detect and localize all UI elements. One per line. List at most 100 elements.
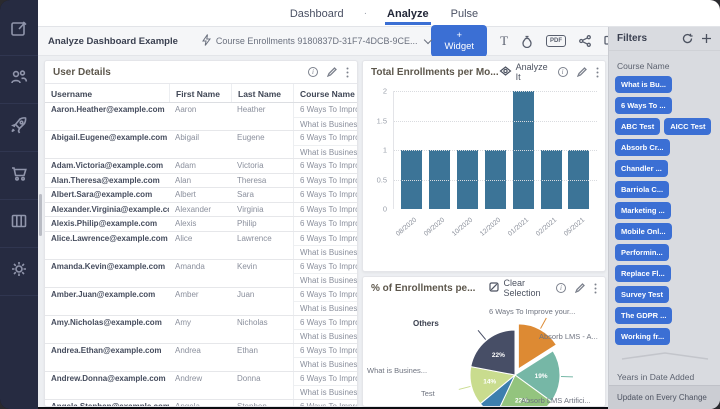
sidebar-item-users[interactable] xyxy=(0,56,38,104)
table-cell: Lawrence xyxy=(237,233,272,243)
table-cell: Adam.Victoria@example.com xyxy=(51,161,164,170)
analyze-it-button[interactable]: Analyze It xyxy=(499,62,548,82)
gridline xyxy=(394,91,597,92)
table-row[interactable]: Alan.Theresa@example.com Alan Theresa 6 Way… xyxy=(45,173,357,188)
info-icon[interactable]: i xyxy=(556,283,566,293)
filter-chip[interactable]: Mobile Onl... xyxy=(615,223,672,240)
table-row[interactable]: Amber.Juan@example.com Amber Juan 6 Ways To… xyxy=(45,287,357,316)
filter-chip[interactable]: What is Bu... xyxy=(615,76,672,93)
pie-label-6ways: 6 Ways To Improve your... xyxy=(489,307,576,316)
filter-chip[interactable]: Replace Fl... xyxy=(615,265,671,282)
table-cell: Stephen xyxy=(237,401,267,407)
filter-chip[interactable]: ABC Test xyxy=(615,118,661,135)
update-mode-label: Update on Every Change xyxy=(617,393,707,402)
course-line: What is Business I xyxy=(294,245,357,259)
course-cell: 6 Ways To Improv What is Business I xyxy=(293,259,357,287)
edit-pencil-icon[interactable] xyxy=(576,67,587,77)
filters-footer[interactable]: Update on Every Change xyxy=(609,385,720,409)
filter-chip[interactable]: Performin... xyxy=(615,244,669,261)
edit-pencil-icon[interactable] xyxy=(327,67,337,77)
column-header-course-name[interactable]: Course Name xyxy=(293,84,357,102)
kebab-menu-icon[interactable] xyxy=(594,283,597,294)
pct-enrollments-widget: % of Enrollments pe... Clear Selection i… xyxy=(362,276,606,407)
table-row[interactable]: Abigail.Eugene@example.com Abigail Eugene 6… xyxy=(45,131,357,159)
sidebar-item-reports[interactable] xyxy=(0,200,38,248)
add-widget-button[interactable]: + Widget xyxy=(431,25,488,57)
info-icon[interactable]: i xyxy=(557,67,568,77)
sidebar-item-rocket[interactable] xyxy=(0,104,38,152)
filter-chip[interactable]: Survey Test xyxy=(615,286,669,303)
share-icon[interactable] xyxy=(579,35,591,47)
pie-chart[interactable]: 19% 22% 14% 22% xyxy=(363,297,606,407)
table-row[interactable]: Alice.Lawrence@example.com Alice Lawrence 6… xyxy=(45,231,357,260)
info-icon[interactable]: i xyxy=(308,67,318,77)
table-row[interactable]: Aaron.Heather@example.com Aaron Heather 6 W… xyxy=(45,103,357,131)
column-header-username[interactable]: Username xyxy=(51,89,93,99)
table-cell: Angela.Stephen@example.com xyxy=(51,401,169,407)
table-row[interactable]: Albert.Sara@example.com Albert Sara 6 Ways … xyxy=(45,188,357,203)
ink-icon[interactable] xyxy=(521,35,533,48)
course-line: What is Business I xyxy=(294,116,357,131)
pie-slice[interactable] xyxy=(514,350,561,403)
filter-chip[interactable]: AICC Test xyxy=(664,118,712,135)
filter-chip[interactable]: Marketing ... xyxy=(615,202,671,219)
table-row[interactable]: Angela.Stephen@example.com Angela Stephen 6… xyxy=(45,399,357,407)
pie-slice[interactable] xyxy=(470,329,516,376)
pie-slice[interactable] xyxy=(496,374,553,407)
table-row[interactable]: Adam.Victoria@example.com Adam Victoria 6 W… xyxy=(45,159,357,174)
clear-selection-button[interactable]: Clear Selection xyxy=(489,278,546,298)
y-tick-label: 1.5 xyxy=(376,116,387,125)
tab-dashboard[interactable]: Dashboard xyxy=(289,7,344,20)
course-line: What is Business I xyxy=(294,385,357,399)
refresh-icon[interactable] xyxy=(682,33,693,44)
table-row[interactable]: Andrea.Ethan@example.com Andrea Ethan 6 Way… xyxy=(45,343,357,372)
filter-chip[interactable]: Chandler ... xyxy=(615,160,668,177)
sidebar-item-settings[interactable] xyxy=(0,248,38,296)
kebab-menu-icon[interactable] xyxy=(346,67,349,78)
filter-chip[interactable]: Barriola C... xyxy=(615,181,670,198)
analyze-it-icon xyxy=(499,66,512,78)
filter-chip[interactable]: Absorb Cr... xyxy=(615,139,670,156)
sidebar-item-compose[interactable] xyxy=(0,8,38,56)
pie-slice[interactable] xyxy=(517,323,558,370)
tab-pulse[interactable]: Pulse xyxy=(450,7,479,20)
column-header-last-name[interactable]: Last Name xyxy=(231,84,293,102)
pdf-export-icon[interactable]: PDF xyxy=(546,35,567,47)
nav-tabs: Dashboard · Analyze Pulse xyxy=(288,2,480,25)
table-row[interactable]: Alexander.Virginia@example.com Alexander V… xyxy=(45,202,357,217)
sidebar-item-cart[interactable] xyxy=(0,152,38,200)
filters-header: Filters xyxy=(609,27,720,51)
filter-chip[interactable]: 6 Ways To ... xyxy=(615,97,672,114)
course-cell: 6 Ways To Improv xyxy=(293,202,357,216)
tab-separator-dot: · xyxy=(363,7,368,19)
table-row[interactable]: Alexis.Philip@example.com Alexis Philip 6 W… xyxy=(45,217,357,232)
table-row[interactable]: Amanda.Kevin@example.com Amanda Kevin 6 Way… xyxy=(45,259,357,288)
gridline xyxy=(394,179,597,181)
text-tool-icon[interactable]: T xyxy=(500,33,509,48)
table-cell: Alice xyxy=(175,233,193,243)
table-row[interactable]: Amy.Nicholas@example.com Amy Nicholas 6 Way… xyxy=(45,315,357,344)
table-cell: Alexis.Philip@example.com xyxy=(51,219,158,228)
add-filter-icon[interactable] xyxy=(701,33,712,44)
pie-label-test: Test xyxy=(421,389,435,398)
kebab-menu-icon[interactable] xyxy=(596,67,599,78)
filter-chip[interactable]: The GDPR ... xyxy=(615,307,673,324)
course-cell: 6 Ways To Improv xyxy=(293,188,357,202)
edit-pencil-icon[interactable] xyxy=(575,283,585,293)
table-cell: Albert.Sara@example.com xyxy=(51,190,153,199)
column-header-first-name[interactable]: First Name xyxy=(169,84,231,102)
tab-analyze[interactable]: Analyze xyxy=(385,2,431,25)
widget-title: User Details xyxy=(53,66,111,78)
course-line: 6 Ways To Improv xyxy=(300,233,357,243)
dataset-selector[interactable]: Course Enrollments 9180837D-31F7-4DCB-9C… xyxy=(201,34,433,48)
table-cell: Virginia xyxy=(237,204,264,214)
table-row[interactable]: Andrew.Donna@example.com Andrew Donna 6 Way… xyxy=(45,371,357,400)
course-line: 6 Ways To Improv xyxy=(300,161,357,170)
y-tick-label: 0.5 xyxy=(376,175,387,184)
main-scrollbar[interactable] xyxy=(39,194,42,236)
table-cell: Alexander xyxy=(175,204,212,214)
section-collapse-chevron[interactable] xyxy=(620,351,710,360)
table-cell: Angela xyxy=(175,401,200,407)
settings-icon xyxy=(10,260,28,283)
filter-chip[interactable]: Working fr... xyxy=(615,328,671,345)
